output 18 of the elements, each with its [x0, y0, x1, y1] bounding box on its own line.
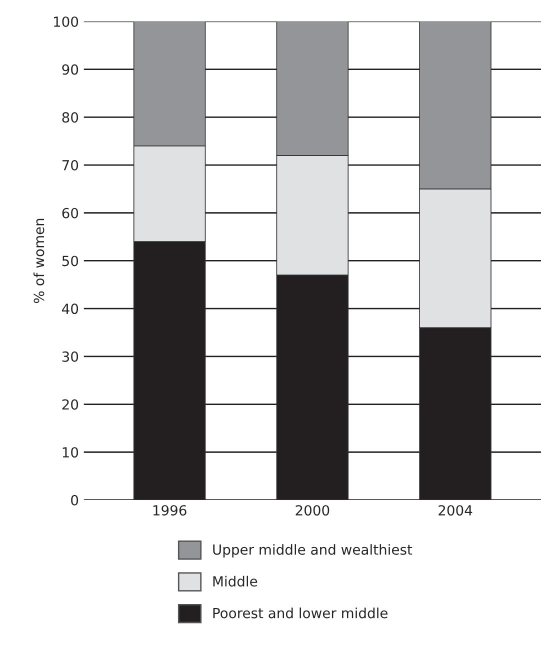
y-tick-label: 100	[54, 16, 78, 27]
y-tick-label: 70	[62, 160, 78, 171]
y-tick-label: 80	[62, 112, 78, 123]
y-axis-title: % of women	[33, 218, 44, 304]
y-tick-label: 40	[62, 304, 78, 314]
y-tick-label: 10	[62, 447, 78, 458]
x-tick-label: 2004	[438, 505, 472, 516]
x-tick-label: 2000	[296, 505, 330, 516]
y-tick-label: 60	[62, 208, 78, 218]
y-tick-label: 50	[62, 256, 78, 266]
legend-label: Poorest and lower middle	[213, 608, 388, 618]
x-tick-label: 1996	[153, 505, 186, 516]
y-tick-label: 90	[62, 64, 78, 75]
y-tick-label: 0	[71, 494, 78, 506]
legend-label: Upper middle and wealthiest	[213, 544, 412, 558]
y-tick-label: 30	[62, 351, 78, 362]
y-tick-label: 20	[62, 399, 78, 410]
legend-label: Middle	[213, 576, 258, 587]
